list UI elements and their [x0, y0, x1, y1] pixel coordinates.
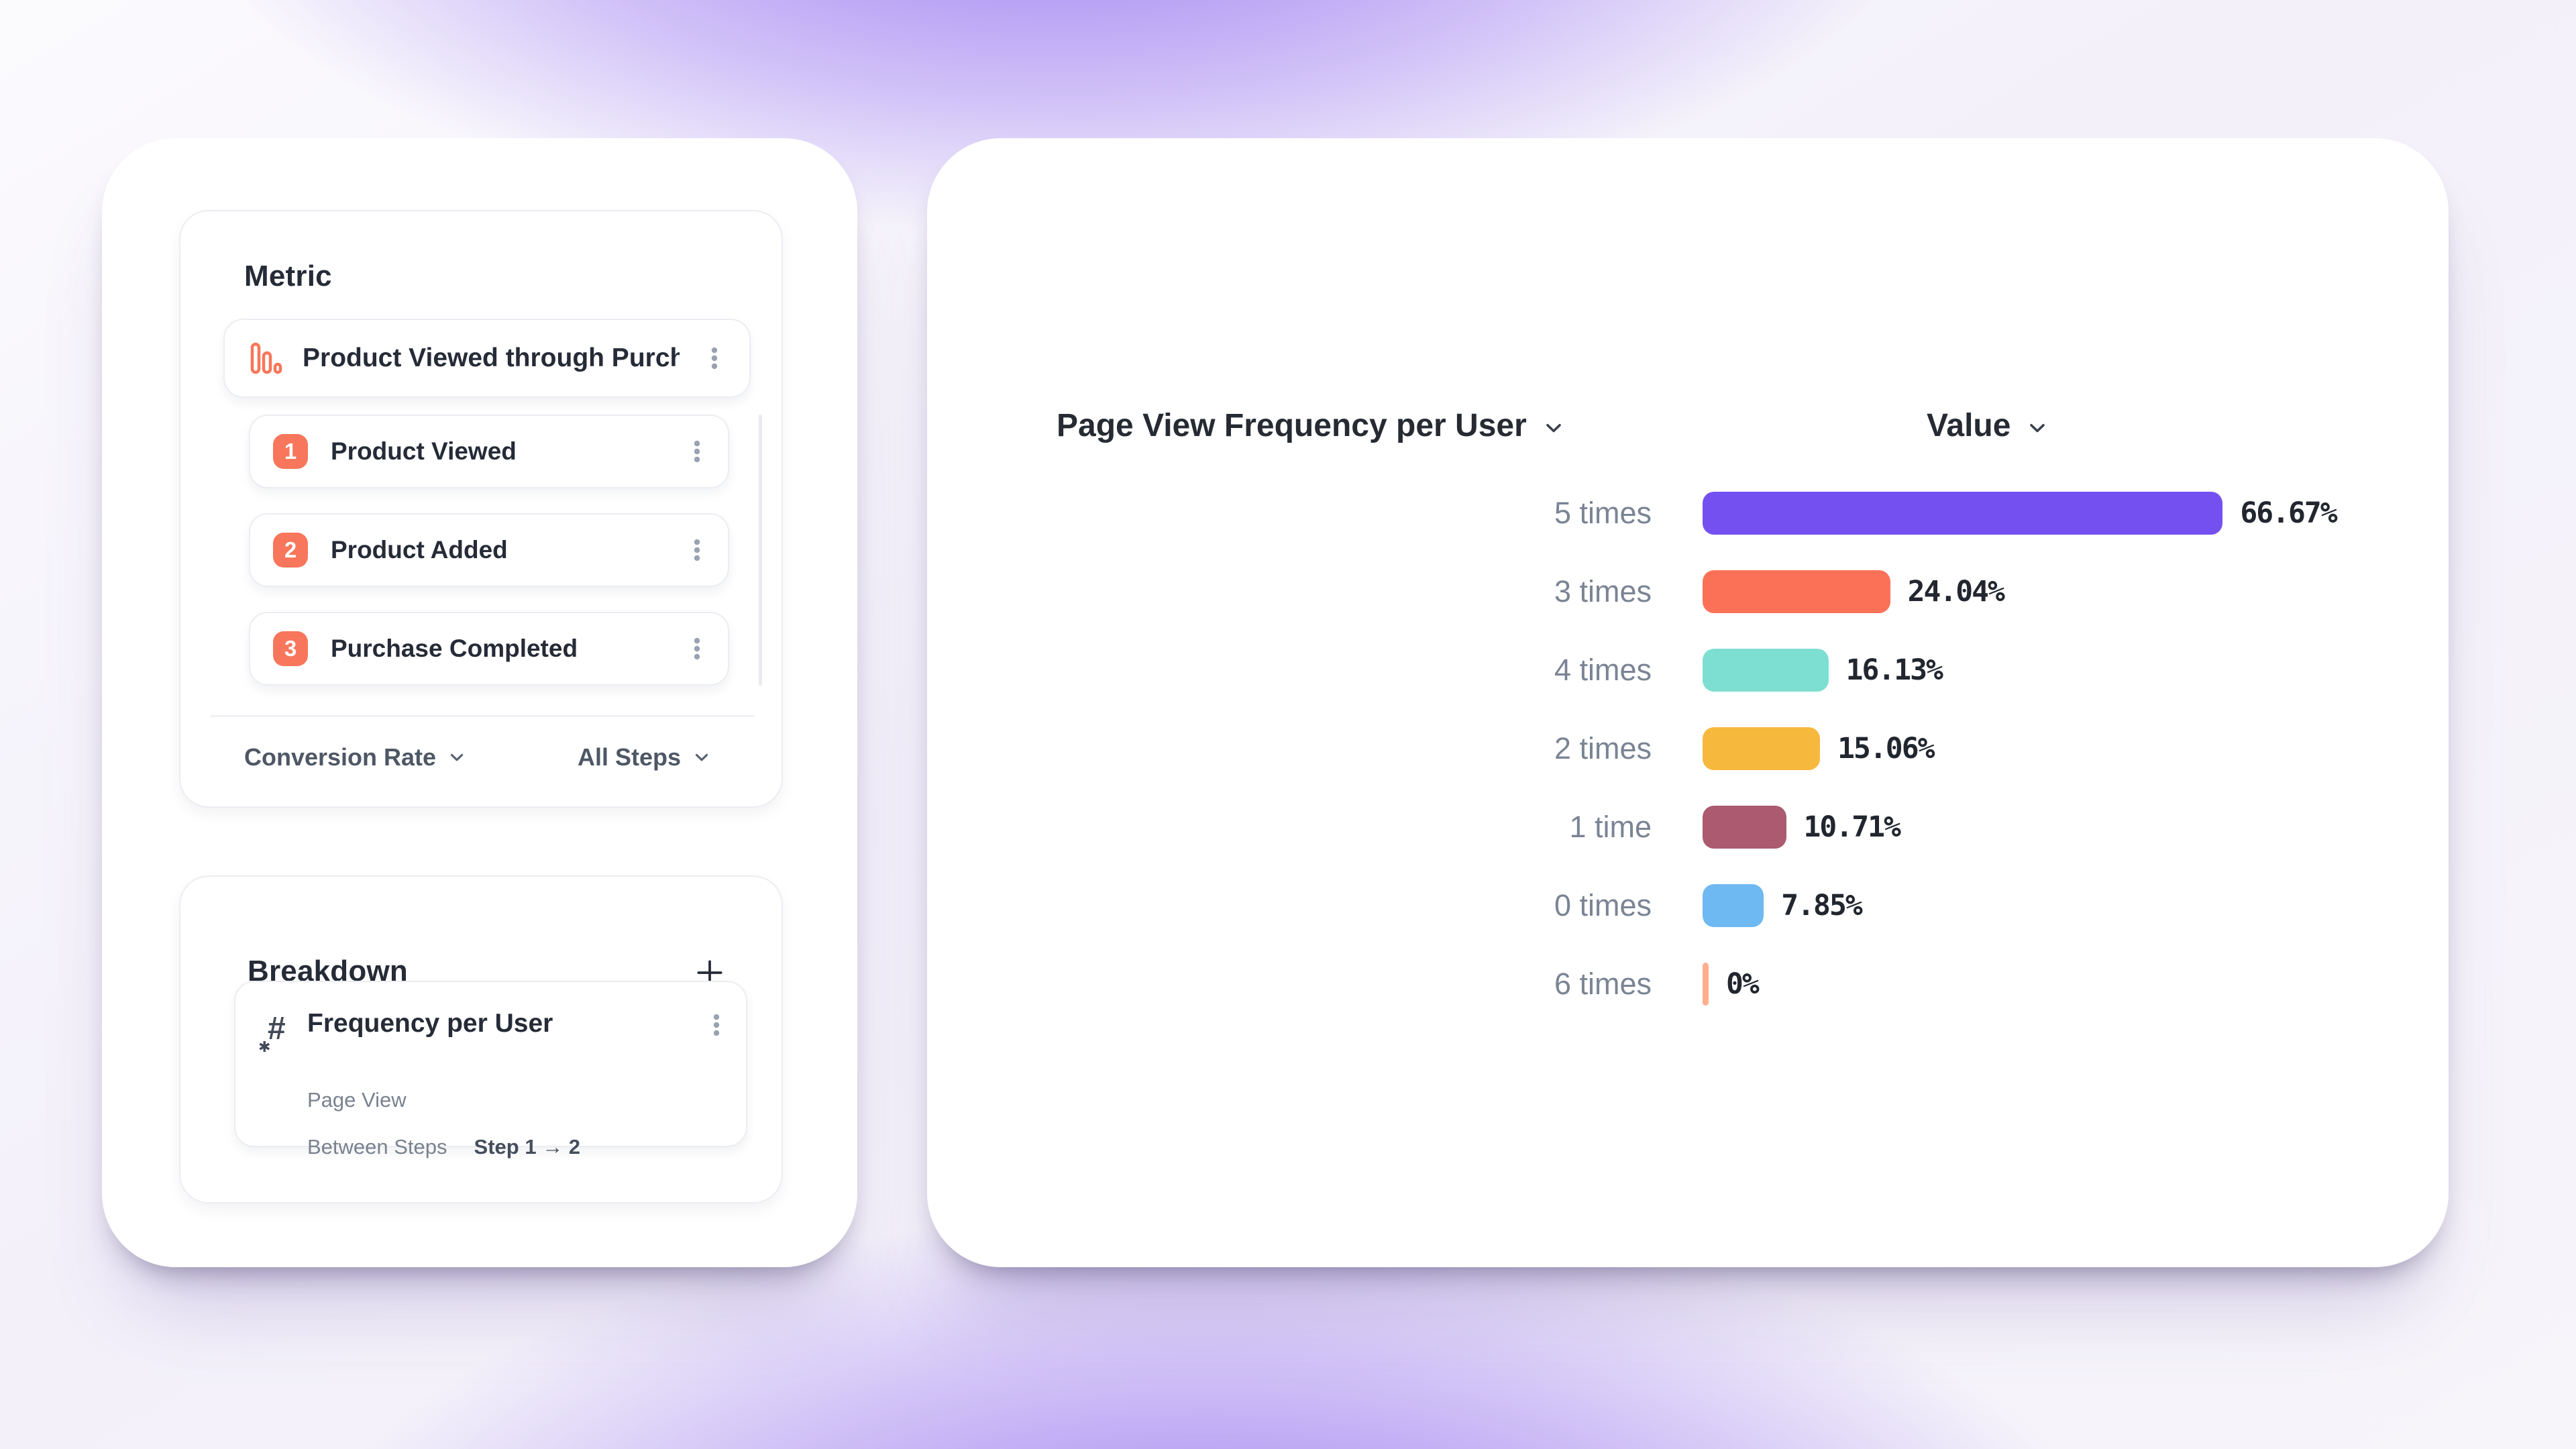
- kebab-menu-icon[interactable]: [682, 437, 712, 466]
- bar-category-label: 4 times: [1554, 652, 1652, 687]
- conversion-rate-dropdown[interactable]: Conversion Rate: [244, 743, 467, 771]
- plus-icon: [697, 960, 722, 985]
- bar-category-label: 2 times: [1554, 731, 1652, 765]
- bar[interactable]: [1703, 883, 1764, 927]
- bar-row: 4 times 16.13%: [927, 631, 2449, 709]
- bar-row: 5 times 66.67%: [927, 474, 2449, 552]
- breakdown-scope-label: Between Steps: [307, 1135, 447, 1159]
- bar-category-label: 0 times: [1554, 888, 1652, 922]
- bar-category-label: 6 times: [1554, 966, 1652, 1001]
- chart-card: Page View Frequency per User Value 5 tim…: [927, 138, 2449, 1267]
- bar-value-label: 0%: [1726, 967, 1760, 1001]
- bar[interactable]: [1703, 570, 1890, 613]
- chart-title: Page View Frequency per User: [1057, 407, 1527, 443]
- kebab-menu-icon[interactable]: [682, 634, 712, 663]
- bar[interactable]: [1703, 491, 2223, 535]
- breakdown-item-label: Frequency per User: [307, 1009, 553, 1038]
- breakdown-scope-row: Between Steps Step 1 → 2: [307, 1135, 580, 1159]
- breakdown-panel: Breakdown # ✱ Frequency per User Page Vi…: [179, 875, 783, 1203]
- step-label: Product Added: [331, 536, 508, 564]
- bar-row: 1 time 10.71%: [927, 788, 2449, 866]
- value-header-dropdown[interactable]: Value: [1927, 401, 2049, 449]
- funnel-step-2[interactable]: 2 Product Added: [249, 513, 729, 587]
- step-number-badge: 3: [273, 631, 308, 666]
- bar[interactable]: [1703, 648, 1829, 692]
- metric-panel: Metric Product Viewed through Purch... 1…: [179, 210, 783, 808]
- bar-value-label: 7.85%: [1781, 888, 1862, 922]
- breakdown-event-name: Page View: [307, 1088, 407, 1112]
- metric-item-label: Product Viewed through Purch...: [303, 343, 680, 372]
- bar-category-label: 3 times: [1554, 574, 1652, 608]
- step-label: Product Viewed: [331, 437, 517, 465]
- step-number-badge: 1: [273, 434, 308, 469]
- step-number-badge: 2: [273, 533, 308, 568]
- funnel-step-1[interactable]: 1 Product Viewed: [249, 415, 729, 488]
- metric-panel-footer: Conversion Rate All Steps: [244, 736, 712, 779]
- step-label: Purchase Completed: [331, 635, 578, 662]
- bar-value-label: 24.04%: [1907, 574, 2005, 608]
- chart-title-dropdown[interactable]: Page View Frequency per User: [1057, 401, 1566, 449]
- all-steps-dropdown[interactable]: All Steps: [578, 743, 712, 771]
- bar-row: 3 times 24.04%: [927, 552, 2449, 631]
- bar-category-label: 5 times: [1554, 495, 1652, 530]
- number-property-icon: # ✱: [258, 1011, 286, 1055]
- kebab-menu-icon[interactable]: [700, 343, 729, 373]
- bar-category-label: 1 time: [1569, 809, 1652, 844]
- bar-value-label: 10.71%: [1803, 810, 1901, 844]
- conversion-rate-label: Conversion Rate: [244, 743, 437, 771]
- metric-item[interactable]: Product Viewed through Purch...: [223, 319, 751, 398]
- metric-panel-title: Metric: [244, 260, 332, 292]
- bar-row: 2 times 15.06%: [927, 709, 2449, 788]
- chevron-down-icon: [450, 753, 464, 761]
- breakdown-item[interactable]: # ✱ Frequency per User Page View Between…: [234, 981, 747, 1159]
- bar-row: 0 times 7.85%: [927, 866, 2449, 945]
- bar-chart: 5 times 66.67% 3 times 24.04% 4 times 16.13% 2…: [927, 474, 2449, 1023]
- bar-value-label: 15.06%: [1837, 731, 1935, 765]
- kebab-menu-icon[interactable]: [702, 1010, 731, 1040]
- add-breakdown-button[interactable]: [693, 956, 727, 989]
- bar-value-label: 66.67%: [2240, 496, 2337, 530]
- chevron-down-icon: [695, 753, 708, 761]
- query-builder-card: Metric Product Viewed through Purch... 1…: [102, 138, 857, 1267]
- bar-value-label: 16.13%: [1845, 653, 1943, 687]
- scrollbar[interactable]: [759, 415, 762, 686]
- all-steps-label: All Steps: [577, 743, 681, 771]
- divider: [210, 715, 755, 717]
- funnel-chart-icon: [250, 342, 282, 374]
- bar[interactable]: [1703, 962, 1709, 1006]
- bar[interactable]: [1703, 727, 1821, 770]
- bar[interactable]: [1703, 805, 1786, 849]
- chevron-down-icon: [1546, 424, 1561, 433]
- kebab-menu-icon[interactable]: [682, 535, 712, 565]
- bar-row: 6 times 0%: [927, 945, 2449, 1023]
- value-header-label: Value: [1927, 407, 2011, 443]
- breakdown-scope-value: Step 1 → 2: [474, 1135, 581, 1159]
- chevron-down-icon: [2030, 424, 2045, 433]
- funnel-step-3[interactable]: 3 Purchase Completed: [249, 612, 729, 686]
